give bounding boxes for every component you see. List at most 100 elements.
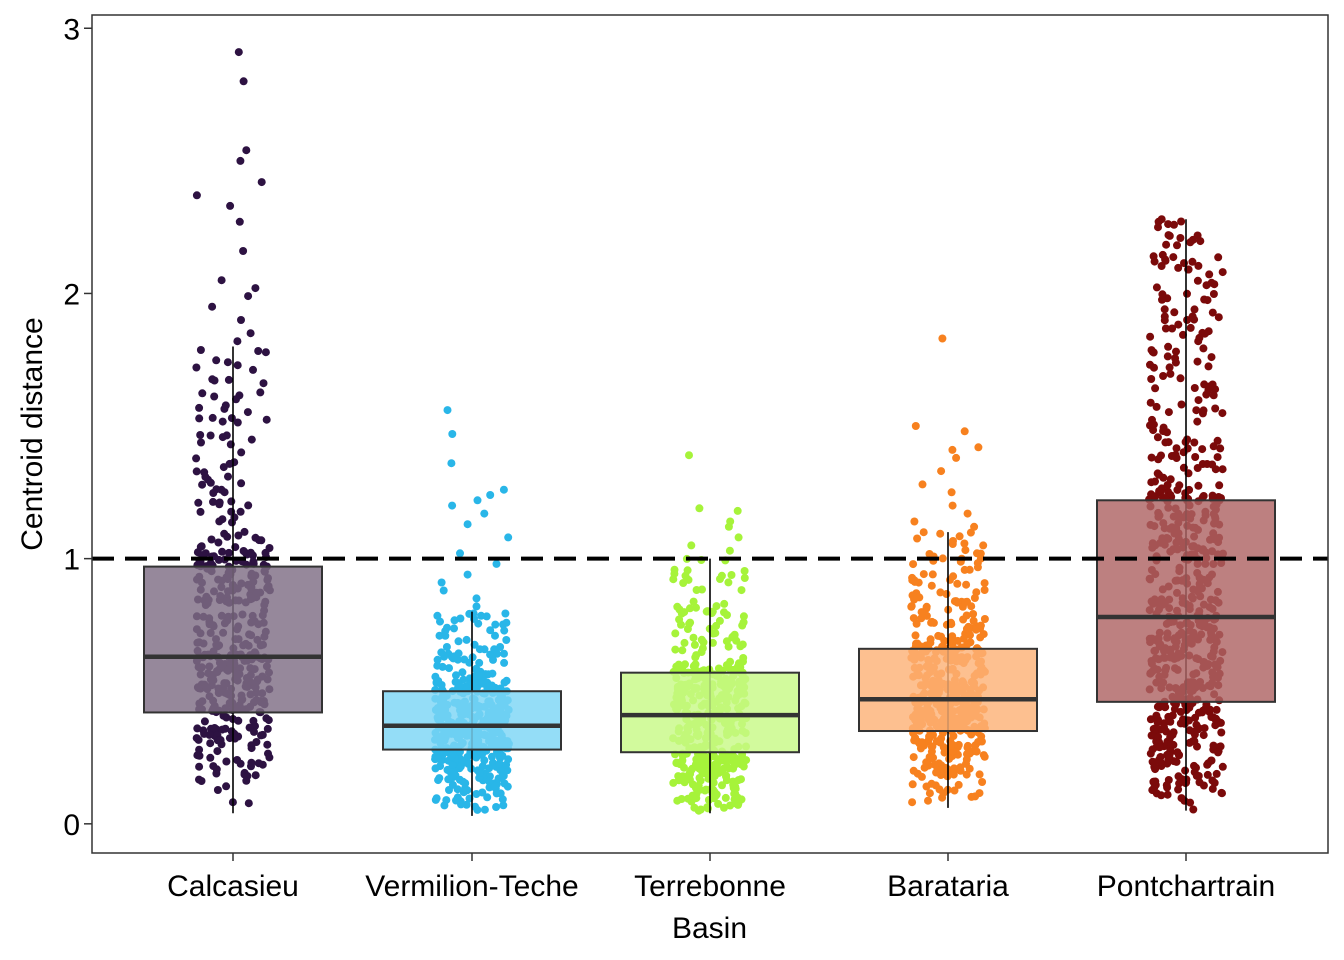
- data-point: [1164, 408, 1173, 417]
- data-point: [908, 780, 917, 789]
- data-point: [1193, 417, 1202, 426]
- data-point: [947, 488, 956, 497]
- data-point: [1199, 731, 1208, 740]
- data-point: [462, 800, 471, 809]
- data-point: [1146, 332, 1155, 341]
- data-point: [249, 365, 257, 374]
- data-point: [726, 657, 735, 666]
- data-point: [1206, 382, 1215, 391]
- data-point: [712, 790, 721, 799]
- data-point: [1163, 790, 1172, 799]
- data-point: [918, 480, 927, 489]
- data-point: [1155, 487, 1164, 496]
- data-point: [1175, 750, 1183, 759]
- data-point: [1174, 785, 1183, 794]
- data-point: [234, 48, 243, 57]
- data-point: [216, 736, 225, 744]
- data-point: [937, 632, 945, 641]
- data-point: [725, 546, 734, 555]
- data-point: [952, 453, 961, 462]
- data-point: [734, 776, 743, 785]
- data-point: [433, 754, 442, 763]
- data-point: [197, 438, 205, 447]
- data-point: [718, 781, 726, 790]
- data-point: [1160, 312, 1169, 321]
- data-point: [976, 621, 985, 630]
- data-point: [1149, 420, 1158, 429]
- data-point: [1177, 794, 1186, 803]
- data-point: [1167, 739, 1175, 748]
- data-point: [239, 77, 248, 86]
- y-axis-title: Centroid distance: [16, 317, 49, 550]
- data-point: [1162, 240, 1171, 249]
- data-point: [975, 770, 984, 779]
- data-point: [198, 389, 207, 398]
- data-point: [261, 348, 270, 357]
- data-point: [930, 760, 939, 769]
- data-point: [1185, 726, 1194, 735]
- data-point: [456, 762, 465, 771]
- data-point: [723, 763, 732, 771]
- data-point: [686, 604, 694, 613]
- data-point: [1211, 715, 1220, 724]
- data-point: [698, 644, 707, 653]
- data-point: [1189, 805, 1198, 814]
- data-point: [210, 724, 219, 732]
- data-point: [445, 664, 453, 673]
- data-point: [918, 738, 926, 747]
- data-point: [1148, 347, 1157, 356]
- data-point: [210, 376, 219, 385]
- data-point: [471, 802, 480, 811]
- data-point: [501, 609, 510, 618]
- data-point: [1175, 779, 1184, 788]
- data-point: [670, 565, 679, 574]
- data-point: [1160, 723, 1168, 732]
- data-point: [431, 672, 440, 681]
- data-point: [720, 803, 728, 812]
- data-point: [195, 745, 204, 754]
- data-point: [724, 522, 733, 531]
- data-point: [710, 752, 719, 761]
- data-point: [1207, 278, 1216, 287]
- data-point: [919, 570, 928, 579]
- data-point: [449, 770, 458, 779]
- data-point: [1151, 384, 1160, 393]
- data-point: [486, 491, 495, 499]
- data-point: [239, 247, 248, 255]
- data-point: [233, 337, 242, 346]
- data-point: [217, 276, 226, 285]
- data-point: [1157, 791, 1166, 800]
- data-point: [1215, 481, 1224, 490]
- x-tick-label: Barataria: [887, 870, 1009, 903]
- data-point: [443, 623, 451, 632]
- data-point: [955, 532, 964, 541]
- data-point: [480, 509, 489, 518]
- data-point: [724, 642, 733, 651]
- data-point: [448, 501, 457, 510]
- data-point: [1164, 220, 1173, 229]
- data-point: [437, 648, 446, 657]
- data-point: [919, 528, 928, 537]
- data-point: [691, 660, 700, 669]
- data-point: [473, 496, 482, 505]
- data-point: [435, 631, 444, 640]
- x-axis-title: Basin: [672, 912, 747, 945]
- data-point: [486, 650, 495, 659]
- data-point: [1170, 220, 1178, 229]
- data-point: [738, 640, 747, 649]
- data-point: [206, 753, 215, 762]
- data-point: [209, 762, 218, 771]
- data-point: [1150, 363, 1158, 372]
- data-point: [1200, 295, 1209, 304]
- data-point: [227, 507, 236, 516]
- data-point: [1147, 453, 1156, 462]
- data-point: [695, 504, 704, 513]
- data-point: [1211, 404, 1220, 413]
- data-point: [910, 576, 919, 585]
- data-point: [196, 346, 205, 354]
- data-point: [1199, 344, 1208, 353]
- data-point: [1218, 409, 1227, 418]
- data-point: [681, 571, 690, 580]
- data-point: [1162, 781, 1171, 790]
- data-point: [702, 607, 711, 616]
